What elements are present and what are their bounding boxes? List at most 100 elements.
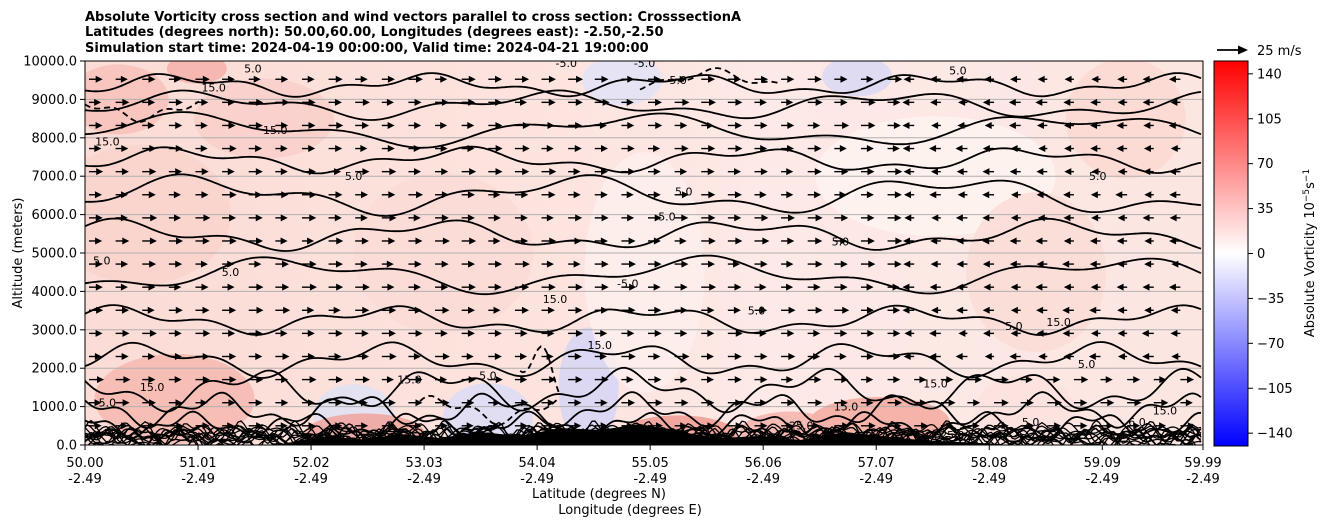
wind-vector-head (931, 214, 939, 222)
wind-vector-head (335, 145, 343, 153)
wind-vector-head (229, 376, 237, 384)
contour-label: -5.0 (555, 57, 576, 70)
wind-vector-head (893, 98, 901, 106)
wind-vector-head (441, 214, 449, 222)
wind-vector-head (787, 75, 795, 83)
contour-label: 5.0 (1022, 416, 1040, 429)
wind-vector-head (493, 214, 501, 222)
wind-vector-head (94, 422, 102, 430)
wind-vector-head (201, 191, 209, 199)
wind-vector-head (148, 191, 156, 199)
wind-vector-head (1105, 376, 1113, 384)
wind-vector-head (708, 237, 716, 245)
wind-vector-head (929, 329, 937, 337)
wind-vector-head (1168, 283, 1176, 291)
wind-vector-head (984, 352, 992, 360)
wind-vector-head (360, 145, 368, 153)
wind-vector-head (335, 376, 343, 384)
wind-vector-head (361, 191, 369, 199)
wind-vector-head (335, 329, 343, 337)
wind-vector-head (868, 422, 876, 430)
wind-vector-head (841, 214, 849, 222)
colorbar-tick-label: 70 (1257, 157, 1274, 172)
wind-vector-head (1025, 376, 1033, 384)
wind-vector-head (415, 329, 423, 337)
contour-label: 5.0 (345, 170, 363, 183)
wind-vector-head (626, 376, 634, 384)
wind-vector-head (148, 75, 156, 83)
contour-label: 5.0 (832, 235, 850, 248)
wind-vector-head (362, 98, 370, 106)
wind-vector-head (149, 422, 157, 430)
wind-vector-head (904, 214, 912, 222)
wind-vector-head (415, 75, 423, 83)
wind-vector-head (176, 237, 184, 245)
wind-vector-head (894, 422, 902, 430)
wind-vector-head (415, 399, 423, 407)
wind-vector-head (1009, 237, 1017, 245)
wind-vector-head (1168, 75, 1176, 83)
wind-vector-head (601, 283, 609, 291)
wind-vector-head (255, 168, 263, 176)
wind-vector-head (256, 98, 264, 106)
contour-line (85, 254, 1202, 296)
wind-vector-head (1117, 168, 1125, 176)
wind-vector-head (255, 399, 263, 407)
contour-line (85, 111, 1202, 149)
contour-label: 5.0 (244, 63, 262, 76)
wind-vector-head (902, 283, 910, 291)
wind-vector-head (309, 283, 317, 291)
wind-vector-head (280, 168, 288, 176)
wind-vector-head (416, 191, 424, 199)
wind-vector-head (892, 145, 900, 153)
wind-vector-head (94, 191, 102, 199)
wind-vector-head (95, 283, 103, 291)
x-tick-label-lon: -2.49 (520, 472, 554, 487)
wind-vector-head (815, 237, 823, 245)
wind-vector-head (1133, 422, 1141, 430)
wind-vector-head (441, 260, 449, 268)
wind-vector-head (256, 283, 264, 291)
wind-vector-head (1142, 283, 1150, 291)
wind-vector-head (707, 260, 715, 268)
wind-vector-head (760, 399, 768, 407)
wind-vector-head (467, 306, 475, 314)
wind-vector-head (930, 237, 938, 245)
wind-vector-head (546, 260, 554, 268)
wind-vector-head (96, 306, 104, 314)
y-tick-label: 5000.0 (32, 247, 78, 262)
wind-vector-head (202, 237, 210, 245)
wind-vector-head (680, 422, 688, 430)
wind-vector-head (360, 260, 368, 268)
x-tick-label-lon: -2.49 (633, 472, 667, 487)
wind-vector-head (680, 283, 688, 291)
wind-vector-head (815, 260, 823, 268)
wind-vector-head (175, 168, 183, 176)
wind-vector-head (256, 306, 264, 314)
wind-vector-head (983, 329, 991, 337)
wind-vector-head (361, 422, 369, 430)
wind-vector-head (414, 121, 422, 129)
contour-label: 5.0 (658, 210, 676, 223)
wind-vector-head (333, 306, 341, 314)
wind-vector-head (1010, 283, 1018, 291)
wind-vector-head (841, 168, 849, 176)
wind-vector-head (96, 376, 104, 384)
wind-vector-head (549, 168, 557, 176)
wind-vector-head (495, 168, 503, 176)
wind-vector-head (95, 329, 103, 337)
wind-vector-head (1116, 121, 1124, 129)
contour-line (85, 391, 1202, 429)
x-tick-label-lon: -2.49 (181, 472, 215, 487)
wind-vector-head (866, 376, 874, 384)
contour-label: 5.0 (1089, 170, 1107, 183)
wind-vector-head (842, 422, 850, 430)
wind-vector-head (627, 121, 635, 129)
wind-vector-head (903, 260, 911, 268)
wind-vector-head (334, 98, 342, 106)
wind-vector-head (574, 145, 582, 153)
wind-vector-head (1091, 168, 1099, 176)
wind-vector-head (174, 352, 182, 360)
x-tick-label-lat: 58.08 (971, 456, 1008, 471)
wind-vector-head (121, 191, 129, 199)
